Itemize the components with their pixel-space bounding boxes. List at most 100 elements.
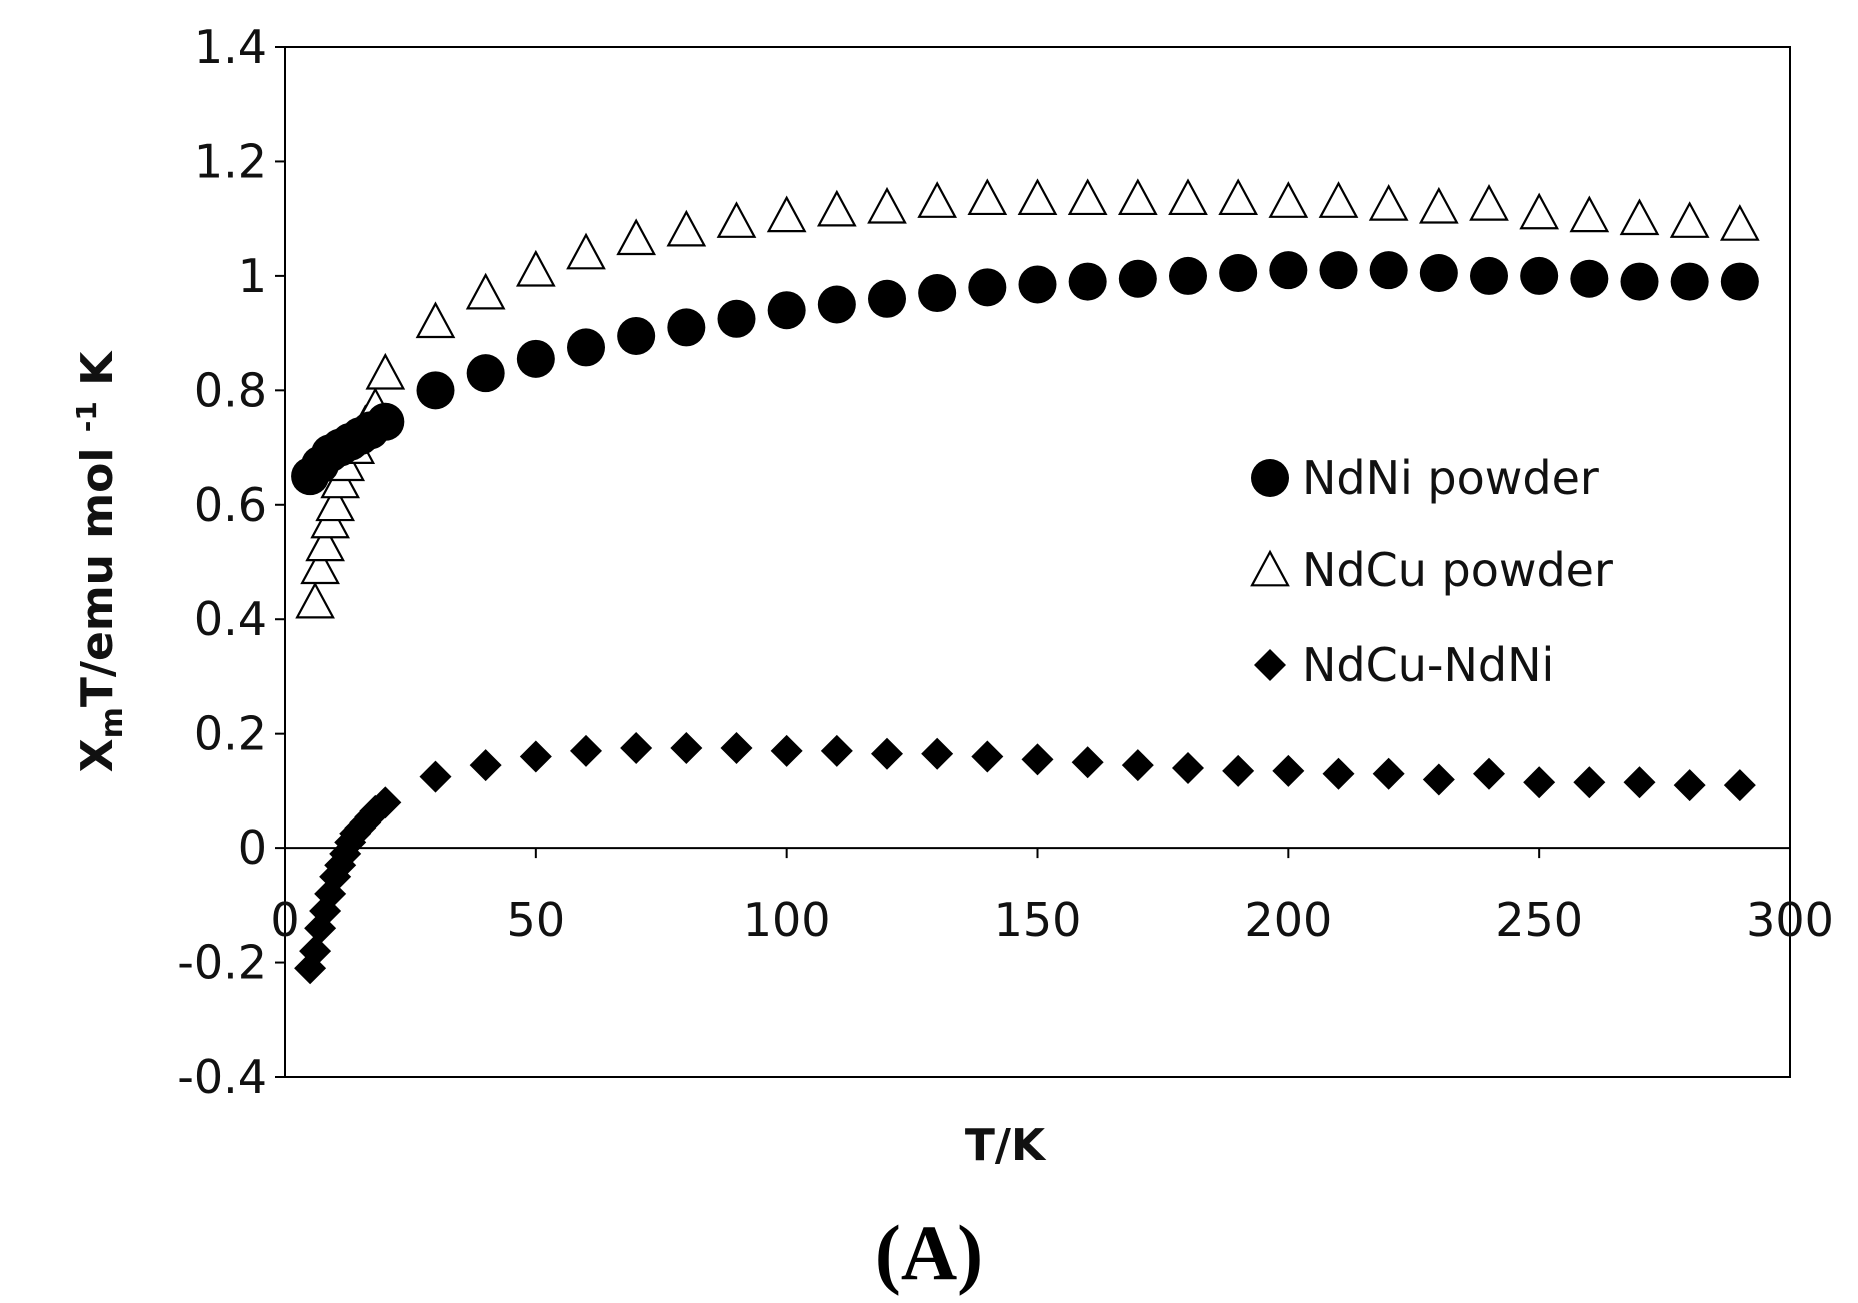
triangle-point — [816, 189, 857, 227]
circle-point — [416, 371, 455, 410]
triangle-point — [365, 352, 406, 390]
circle-point — [516, 339, 555, 378]
y-tick-label: 1.2 — [194, 134, 267, 188]
circle-point — [1018, 265, 1057, 304]
circle-point — [817, 285, 856, 324]
diamond-point — [1372, 757, 1405, 790]
triangle-point — [515, 249, 556, 287]
diamond-point — [1723, 769, 1756, 802]
y-axis-title: XmT/emu mol -1 K — [70, 350, 130, 773]
diamond-point — [419, 760, 452, 793]
triangle-point — [1719, 204, 1760, 241]
plot-area — [284, 46, 1791, 1078]
diamond-point — [871, 737, 903, 770]
triangle-point — [295, 581, 335, 619]
triangle-point — [566, 232, 606, 270]
diamond-point — [1523, 766, 1556, 799]
triangle-point — [1418, 186, 1459, 224]
circle-point — [1219, 254, 1258, 293]
x-tick-label: 150 — [994, 893, 1082, 947]
diamond-point — [770, 734, 803, 767]
figure-caption: (A) — [874, 1209, 984, 1296]
series-layer — [291, 178, 1760, 985]
triangle-point — [1117, 178, 1158, 216]
y-tick-label: 1.4 — [194, 20, 267, 74]
diamond-point — [1573, 766, 1606, 799]
triangle-point — [666, 209, 707, 247]
triangle-point — [867, 186, 907, 224]
circle-point — [617, 316, 656, 355]
diamond-point — [1172, 752, 1204, 784]
triangle-point — [1368, 184, 1409, 221]
y-axis-title-superscript: -1 — [70, 401, 103, 432]
triangle-point — [766, 195, 807, 233]
circle-point — [1720, 262, 1759, 301]
triangle-point — [1569, 195, 1610, 233]
diamond-point — [1021, 743, 1054, 776]
circle-point — [667, 308, 706, 347]
y-axis-title-subscript: m — [95, 707, 130, 738]
y-axis-title-chi: X — [72, 738, 123, 772]
legend: NdNi powder NdCu powder NdCu-NdNi — [1250, 451, 1613, 692]
circle-point — [1520, 256, 1559, 295]
triangle-point — [1017, 178, 1058, 216]
triangle-point — [1318, 181, 1359, 218]
diamond-point — [1673, 769, 1706, 802]
x-axis-title: T/K — [965, 1120, 1047, 1171]
legend-label: NdCu powder — [1302, 543, 1613, 597]
circle-point — [1620, 262, 1659, 301]
diamond-point — [720, 731, 753, 764]
diamond-point — [519, 740, 552, 773]
circle-point — [767, 291, 806, 330]
diamond-point — [1222, 754, 1255, 787]
triangle-point — [1168, 178, 1208, 216]
y-tick-label: -0.4 — [177, 1050, 267, 1104]
triangle-point — [465, 272, 506, 310]
triangle-point — [1067, 178, 1108, 216]
triangle-point — [1669, 201, 1710, 238]
y-tick-label: -0.2 — [177, 936, 267, 990]
legend-label: NdCu-NdNi — [1302, 638, 1554, 692]
triangle-point — [616, 218, 657, 256]
triangle-point — [1619, 198, 1660, 236]
diamond-point — [1623, 766, 1656, 799]
circle-point — [466, 354, 505, 393]
triangle-point — [716, 201, 757, 238]
circle-point — [1269, 251, 1308, 290]
circle-point — [717, 299, 756, 338]
triangle-point — [1469, 184, 1509, 221]
y-tick-label: 0 — [238, 821, 267, 875]
circle-point — [1470, 256, 1508, 295]
diamond-point — [1071, 746, 1104, 779]
circle-point — [567, 328, 605, 367]
x-axis-ticks: 0 50 100 150 200 250 300 — [270, 848, 1834, 947]
triangle-point — [305, 524, 345, 562]
circle-point — [868, 279, 906, 318]
x-tick-label: 50 — [507, 893, 566, 947]
diamond-point — [1422, 763, 1455, 796]
x-tick-label: 200 — [1244, 893, 1332, 947]
triangle-point — [415, 301, 456, 339]
series-diamond — [294, 731, 1756, 985]
y-tick-label: 0.8 — [194, 363, 267, 417]
diamond-point — [369, 786, 402, 819]
y-tick-label: 0.4 — [194, 592, 267, 646]
circle-point — [1419, 254, 1458, 293]
triangle-point — [1268, 181, 1309, 218]
circle-point — [366, 402, 405, 441]
diamond-point — [1473, 757, 1505, 790]
circle-point — [1369, 251, 1408, 290]
diamond-point — [670, 731, 703, 764]
triangle-point — [300, 547, 340, 585]
diamond-point — [820, 734, 853, 767]
circle-point — [1169, 256, 1207, 295]
circle-point — [1068, 262, 1107, 301]
y-axis-title-end: K — [72, 350, 123, 401]
x-tick-label: 250 — [1495, 893, 1583, 947]
legend-label: NdNi powder — [1302, 451, 1599, 505]
y-axis-title-main: T/emu mol — [72, 432, 123, 707]
diamond-point — [1272, 754, 1305, 787]
diamond-point — [469, 749, 502, 782]
